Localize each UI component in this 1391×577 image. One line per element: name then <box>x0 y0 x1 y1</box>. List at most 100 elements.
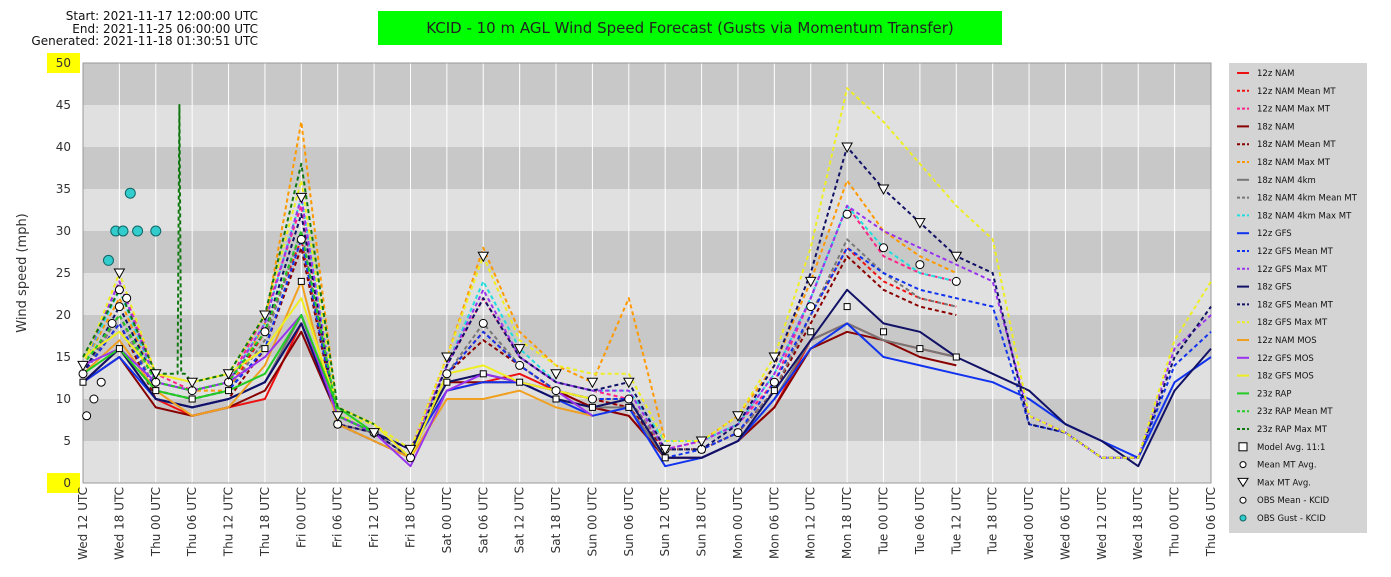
x-tick-label: Thu 00 UTC <box>149 487 163 557</box>
legend-label: 23z RAP <box>1257 389 1291 399</box>
plot-band <box>83 63 1211 105</box>
x-tick-label: Tue 06 UTC <box>913 487 927 555</box>
obs-mean-marker <box>82 411 92 421</box>
legend-label: Mean MT Avg. <box>1257 461 1317 471</box>
legend-label: 18z GFS Mean MT <box>1257 300 1334 310</box>
mean-mt-marker <box>769 377 779 387</box>
obs-mean-marker <box>89 394 99 404</box>
model-avg-marker <box>225 387 233 395</box>
max-mt-marker <box>331 411 344 422</box>
legend-label: 23z RAP Mean MT <box>1257 407 1333 417</box>
x-tick-label: Thu 06 UTC <box>1204 487 1218 557</box>
x-tick-label: Sun 00 UTC <box>585 487 599 557</box>
model-avg-marker <box>261 345 269 353</box>
legend-label: 12z NAM Mean MT <box>1257 87 1336 97</box>
y-tick-label: 35 <box>56 182 71 196</box>
mean-mt-marker <box>733 428 743 438</box>
max-mt-marker <box>622 377 635 389</box>
series-line-18z-gfs <box>82 288 1212 468</box>
mean-mt-marker <box>551 386 561 396</box>
y-tick-label: 50 <box>56 56 71 70</box>
x-tick-label: Sat 12 UTC <box>513 487 527 553</box>
plot-frame <box>82 62 1212 484</box>
legend-label: 18z NAM <box>1257 122 1295 132</box>
legend-label: 12z GFS Mean MT <box>1257 247 1334 257</box>
legend-graphic: 12z NAM 12z NAM Mean MT 12z NAM Max MT 18z … <box>1237 69 1358 524</box>
legend-label: Max MT Avg. <box>1257 478 1311 488</box>
legend-label: 12z GFS <box>1257 229 1292 239</box>
model-avg-marker <box>297 277 305 285</box>
legend-swatch <box>1239 461 1247 469</box>
model-avg-marker <box>843 303 851 311</box>
y-tick-label: 20 <box>56 308 71 322</box>
legend-swatch <box>1239 514 1247 522</box>
plot-band <box>83 147 1211 189</box>
obs-gust-marker <box>150 225 162 237</box>
mean-mt-marker <box>442 369 452 379</box>
max-mt-marker <box>914 218 926 229</box>
mean-mt-marker <box>260 327 270 337</box>
legend-label: 12z NAM MOS <box>1257 336 1317 346</box>
model-avg-marker <box>952 353 960 361</box>
mean-mt-marker <box>842 209 852 219</box>
x-tick-label: Fri 06 UTC <box>331 487 345 548</box>
y-tick-label: 5 <box>63 434 71 448</box>
x-tick-label: Wed 06 UTC <box>1058 487 1072 560</box>
x-tick-label: Sun 06 UTC <box>622 487 636 557</box>
max-mt-marker <box>877 184 890 196</box>
legend: 12z NAM 12z NAM Mean MT 12z NAM Max MT 18z … <box>1229 63 1367 533</box>
max-mt-marker <box>404 444 417 456</box>
x-tick-label: Wed 18 UTC <box>1131 487 1145 560</box>
y-tick-label: 15 <box>56 350 71 364</box>
model-avg-marker <box>916 345 924 353</box>
max-mt-marker <box>841 142 853 154</box>
mean-mt-marker <box>515 360 525 370</box>
max-mt-marker <box>550 369 562 380</box>
model-avg-marker <box>880 328 888 336</box>
obs-gust-marker <box>117 225 129 237</box>
model-avg-marker <box>79 378 87 386</box>
max-mt-marker <box>259 310 271 322</box>
plot-band <box>83 231 1211 273</box>
y-tick-label: 30 <box>56 224 71 238</box>
series-line-23z-rap-max-mt <box>82 104 375 426</box>
obs-mean-marker <box>114 285 124 295</box>
mean-mt-marker <box>951 276 961 286</box>
mean-mt-marker <box>624 394 634 404</box>
model-avg-marker <box>770 387 778 395</box>
model-avg-marker <box>807 328 815 336</box>
legend-label: 18z NAM Max MT <box>1257 158 1331 168</box>
legend-label: 18z NAM 4km Mean MT <box>1257 194 1358 204</box>
obs-mean-marker <box>96 377 106 387</box>
max-mt-marker <box>768 352 781 364</box>
y-tick-label: 25 <box>56 266 71 280</box>
mean-mt-marker <box>478 318 488 328</box>
max-mt-marker <box>950 251 963 263</box>
legend-label: 18z GFS Max MT <box>1257 318 1328 328</box>
max-mt-marker <box>586 377 599 389</box>
x-tick-label: Wed 00 UTC <box>1022 487 1036 560</box>
y-tick-label: 40 <box>56 140 71 154</box>
y-tick-label: 10 <box>56 392 71 406</box>
model-avg-marker <box>188 395 196 403</box>
obs-mean-marker <box>122 293 132 303</box>
obs-mean-marker <box>107 318 117 328</box>
x-tick-label: Sun 12 UTC <box>658 487 672 557</box>
y-tick-label: 45 <box>56 98 71 112</box>
max-mt-marker <box>222 369 235 380</box>
legend-label: 12z NAM <box>1257 69 1295 79</box>
max-mt-marker <box>77 360 89 372</box>
legend-label: 18z NAM 4km Max MT <box>1257 211 1352 221</box>
generated-time: Generated: 2021-11-18 01:30:51 UTC <box>31 34 258 48</box>
x-tick-label: Wed 18 UTC <box>112 487 126 560</box>
obs-gust-marker <box>102 254 114 266</box>
x-tick-label: Sun 18 UTC <box>695 487 709 557</box>
y-axis-label: Wind speed (mph) <box>15 213 30 333</box>
x-tick-label: Mon 06 UTC <box>767 487 781 559</box>
x-tick-label: Sat 00 UTC <box>440 487 454 553</box>
model-avg-marker <box>516 378 524 386</box>
plot-band <box>83 357 1211 399</box>
x-tick-label: Fri 00 UTC <box>294 487 308 548</box>
legend-label: 18z NAM Mean MT <box>1257 140 1336 150</box>
legend-label: 12z GFS MOS <box>1257 354 1314 364</box>
